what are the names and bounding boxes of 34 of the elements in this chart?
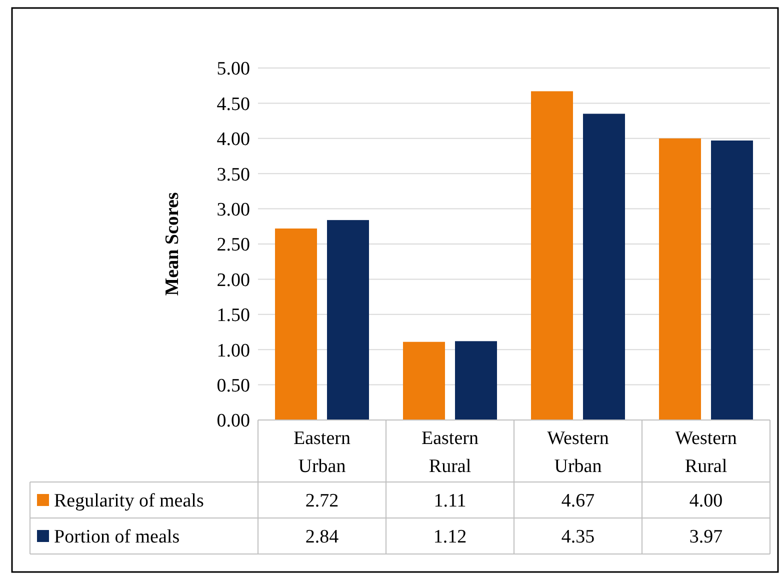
legend-label: Regularity of meals [54, 490, 204, 512]
y-tick-label: 5.00 [216, 58, 250, 80]
bar [711, 140, 753, 420]
data-label: 3.97 [689, 526, 723, 548]
y-tick-label: 0.00 [216, 410, 250, 432]
x-tick-label: Eastern Rural [422, 428, 479, 477]
legend-label: Portion of meals [54, 526, 180, 548]
y-tick-label: 4.50 [216, 94, 250, 115]
data-label: 1.11 [434, 490, 466, 512]
x-tick-label: Eastern Urban [294, 428, 351, 477]
x-tick-label: Western Rural [675, 428, 738, 477]
data-label: 4.00 [689, 490, 723, 512]
bar [327, 220, 369, 420]
data-label: 4.35 [561, 526, 595, 548]
y-tick-label: 1.00 [216, 340, 250, 362]
bar [583, 114, 625, 420]
bar [455, 341, 497, 420]
data-label: 4.67 [561, 490, 595, 512]
y-tick-label: 3.00 [216, 199, 250, 220]
data-label: 2.84 [305, 526, 340, 548]
y-tick-label: 2.50 [216, 234, 250, 256]
bar [403, 342, 445, 420]
x-tick-label: Western Urban [547, 428, 610, 477]
data-label: 1.12 [433, 526, 467, 548]
bar [659, 138, 701, 420]
data-label: 2.72 [305, 490, 339, 512]
y-tick-label: 2.00 [216, 270, 250, 291]
bar [531, 91, 573, 420]
y-axis-title: Mean Scores [162, 192, 183, 296]
y-tick-label: 3.50 [216, 164, 250, 186]
bar [275, 228, 317, 420]
y-tick-label: 4.00 [216, 129, 250, 150]
y-tick-label: 1.50 [216, 305, 250, 326]
y-tick-label: 0.50 [216, 375, 250, 396]
